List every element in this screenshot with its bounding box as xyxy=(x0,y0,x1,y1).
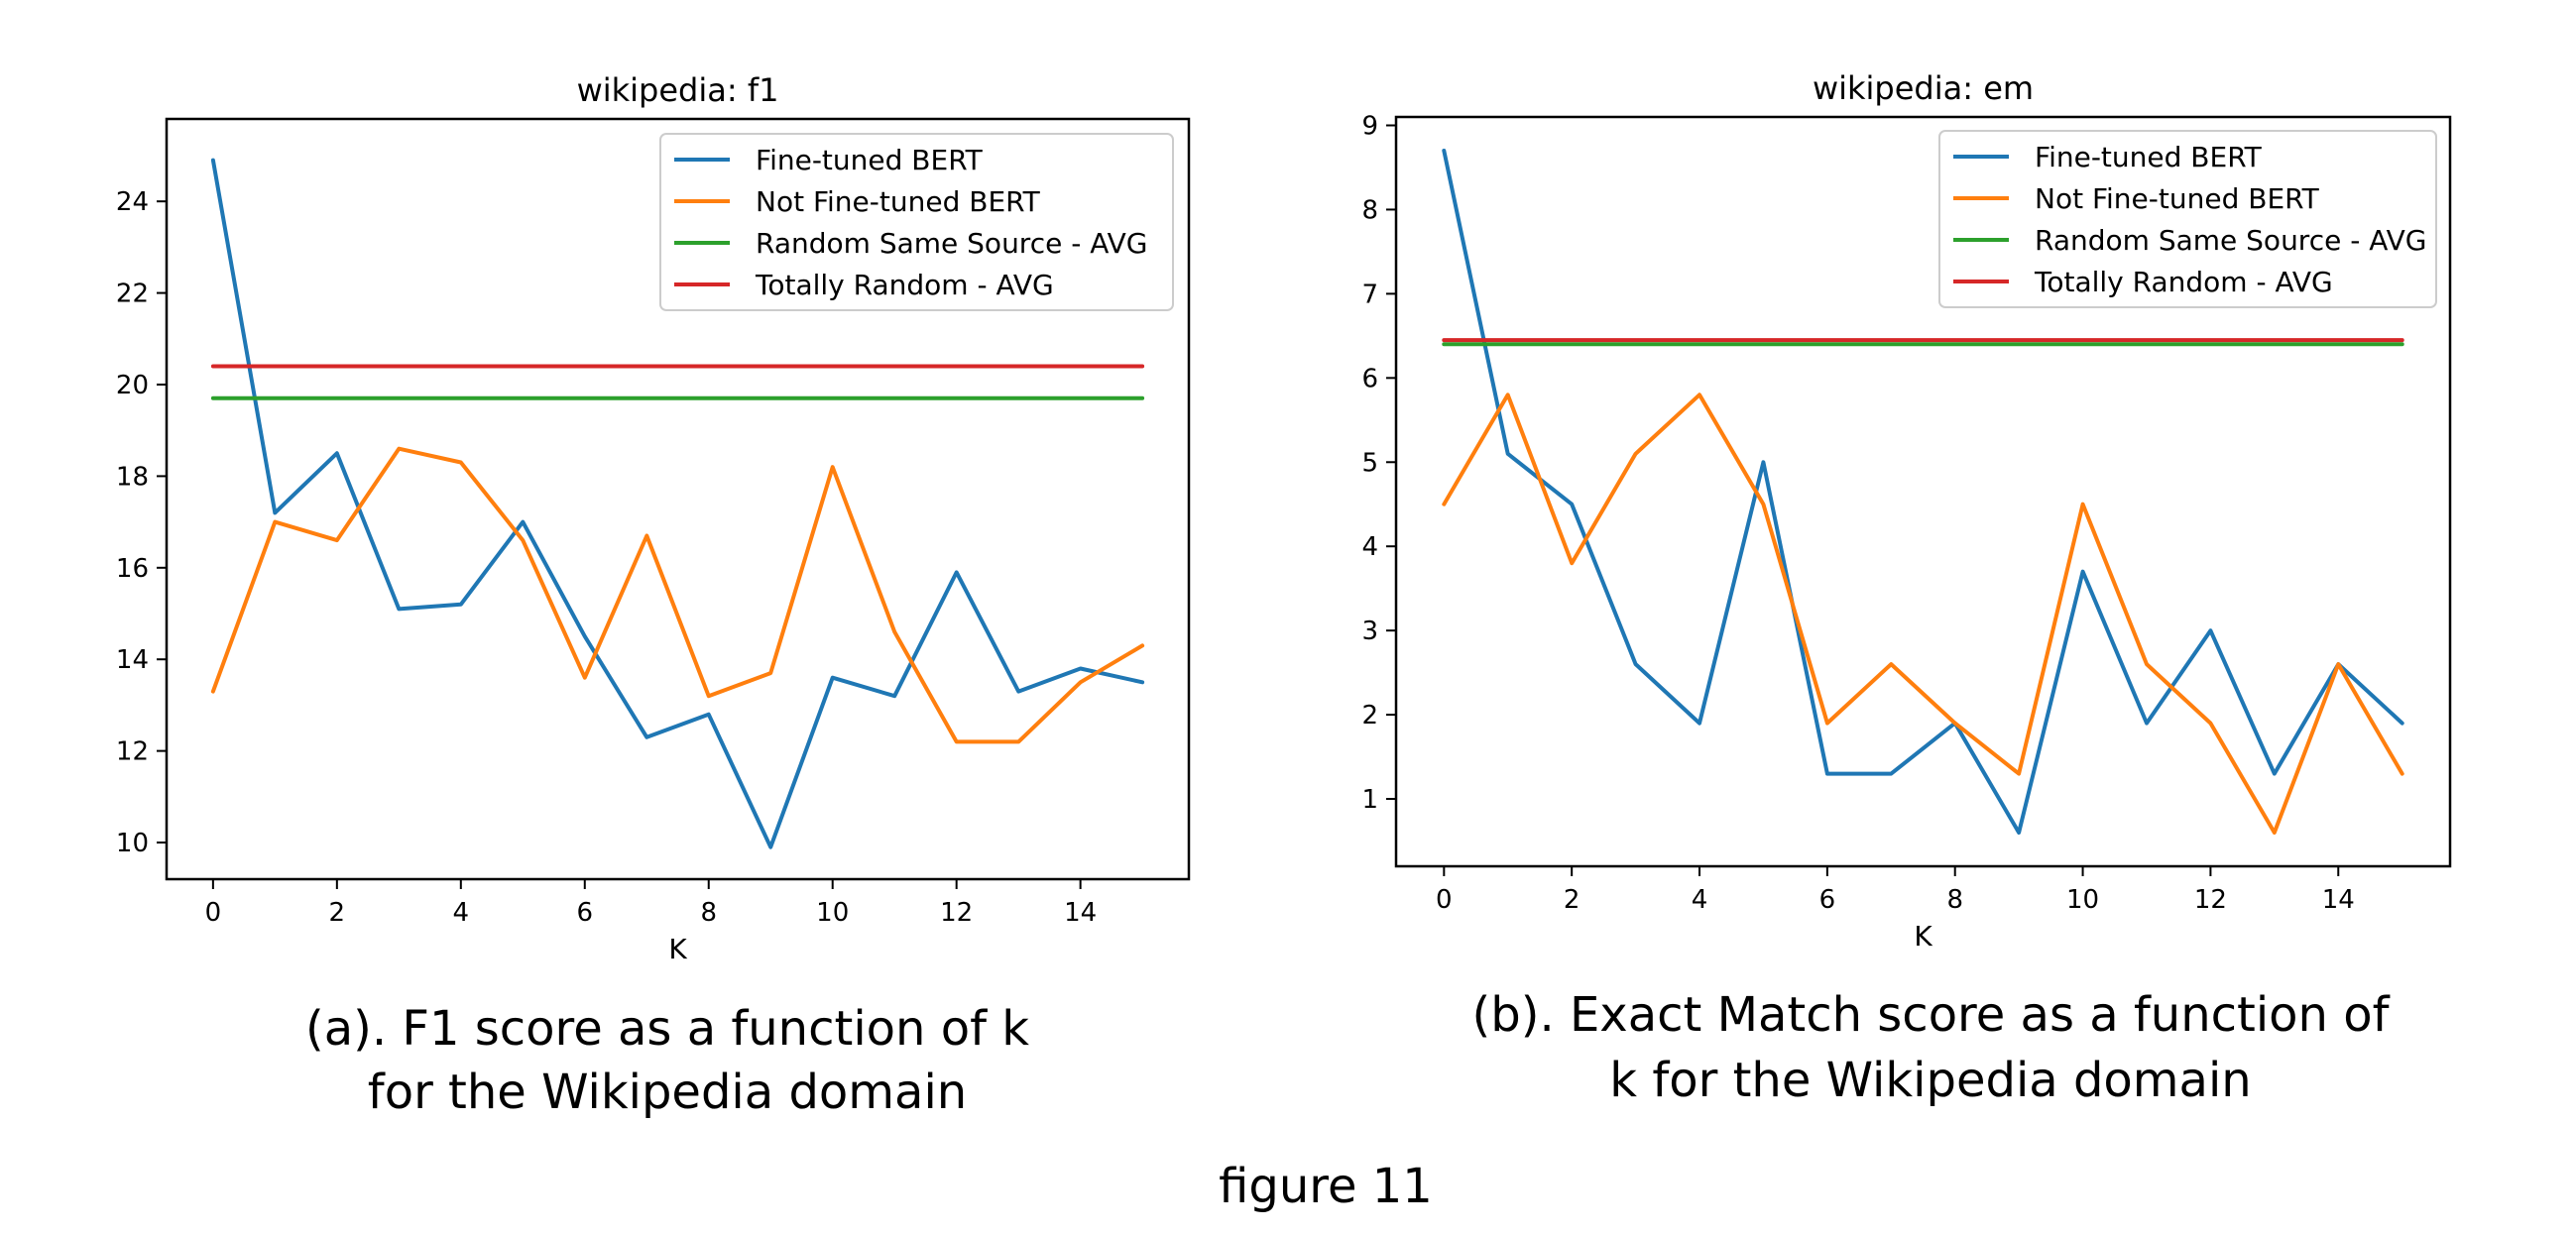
y-tick-label: 20 xyxy=(116,371,149,400)
y-tick-label: 22 xyxy=(116,280,149,309)
legend-box xyxy=(659,133,1174,311)
x-tick-label: 14 xyxy=(1064,898,1097,928)
y-tick-label: 16 xyxy=(116,554,149,584)
caption-b-line1: (b). Exact Match score as a function of xyxy=(1472,987,2391,1043)
x-tick-label: 8 xyxy=(1946,885,1963,915)
y-tick-label: 7 xyxy=(1361,280,1378,309)
y-tick-label: 3 xyxy=(1361,617,1378,646)
y-tick-label: 9 xyxy=(1361,111,1378,141)
x-tick-label: 14 xyxy=(2322,885,2355,915)
series-line-not-fine-tuned-bert xyxy=(210,446,1145,744)
y-tick-label: 5 xyxy=(1361,448,1378,478)
y-tick-label: 1 xyxy=(1361,785,1378,815)
legend-entry: Totally Random - AVG xyxy=(755,269,1054,301)
x-tick-label: 10 xyxy=(816,898,849,928)
legend-entry: Random Same Source - AVG xyxy=(2035,224,2426,257)
x-tick-label: 6 xyxy=(576,898,593,928)
plot-frame xyxy=(165,117,1191,881)
y-tick-label: 18 xyxy=(116,462,149,492)
legend-entry: Not Fine-tuned BERT xyxy=(756,185,1041,218)
chart-title: wikipedia: em xyxy=(1813,69,2034,107)
x-tick-label: 10 xyxy=(2066,885,2099,915)
x-tick-label: 2 xyxy=(1564,885,1581,915)
caption-b-line2: k for the Wikipedia domain xyxy=(1609,1053,2251,1108)
legend-entry: Random Same Source - AVG xyxy=(756,227,1147,260)
y-tick-label: 24 xyxy=(116,187,149,217)
caption-a-line1: (a). F1 score as a function of k xyxy=(305,1001,1029,1057)
x-tick-label: 12 xyxy=(940,898,973,928)
x-tick-label: 0 xyxy=(205,898,222,928)
x-tick-label: 4 xyxy=(453,898,470,928)
chart-title: wikipedia: f1 xyxy=(577,71,779,109)
caption-a-line2: for the Wikipedia domain xyxy=(368,1065,967,1120)
legend-entry: Not Fine-tuned BERT xyxy=(2035,182,2320,215)
x-tick-label: 2 xyxy=(329,898,346,928)
x-tick-label: 8 xyxy=(700,898,717,928)
chart-f1: wikipedia: f10 2 4 6 8 10 12 141012141618202224… xyxy=(116,71,1191,965)
y-tick-label: 10 xyxy=(116,829,149,858)
y-tick-label: 4 xyxy=(1361,532,1378,562)
plot-frame xyxy=(1394,115,2452,868)
series-line-not-fine-tuned-bert xyxy=(1442,393,2404,835)
legend-entry: Fine-tuned BERT xyxy=(2035,141,2263,173)
x-axis-label: K xyxy=(668,933,687,965)
legend-entry: Fine-tuned BERT xyxy=(756,144,984,176)
y-tick-label: 2 xyxy=(1361,701,1378,730)
x-tick-label: 0 xyxy=(1436,885,1453,915)
x-axis-label: K xyxy=(1914,920,1932,953)
y-tick-label: 6 xyxy=(1361,364,1378,393)
series-line-fine-tuned-bert xyxy=(1442,149,2404,835)
chart-em: wikipedia: em0 2 4 6 8 10 12 14123456789KFine-t… xyxy=(1361,69,2452,953)
x-tick-label: 4 xyxy=(1692,885,1708,915)
y-tick-label: 14 xyxy=(116,645,149,675)
series-line-fine-tuned-bert xyxy=(210,158,1145,849)
legend-entry: Totally Random - AVG xyxy=(2034,266,2333,298)
y-tick-label: 12 xyxy=(116,737,149,767)
y-tick-label: 8 xyxy=(1361,195,1378,225)
x-tick-label: 6 xyxy=(1819,885,1836,915)
figure-label: figure 11 xyxy=(1219,1159,1433,1214)
legend-box xyxy=(1938,130,2437,308)
x-tick-label: 12 xyxy=(2194,885,2227,915)
